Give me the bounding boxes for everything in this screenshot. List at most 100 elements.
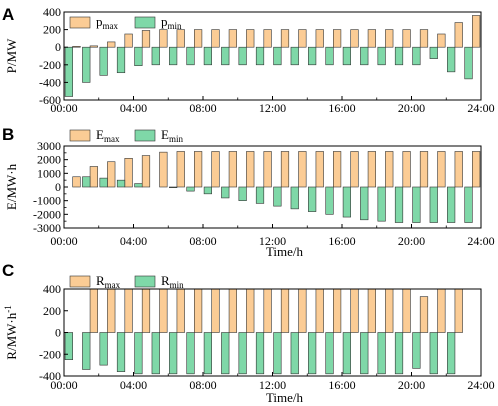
bar-min <box>203 332 212 375</box>
bar-min <box>134 183 143 188</box>
legend-swatch <box>69 275 91 288</box>
bar-min <box>412 332 421 369</box>
bar-max <box>454 151 463 188</box>
panel-letter: C <box>2 261 14 280</box>
bar-max <box>228 288 237 333</box>
bar-min <box>238 332 247 375</box>
bar-max <box>367 288 376 333</box>
x-tick-label: 16:00 <box>328 234 355 248</box>
bar-min <box>64 46 73 97</box>
legend-label-sub: max <box>103 21 119 31</box>
bar-max <box>454 22 463 48</box>
x-axis-label: Time/h <box>266 244 304 259</box>
legend-label: pmax <box>96 14 118 31</box>
y-axis-label: R/MW·h-1 <box>3 305 19 359</box>
bar-min <box>134 332 143 375</box>
bar-min <box>82 332 91 370</box>
legend-swatch <box>69 129 91 142</box>
bar-max <box>472 151 481 188</box>
bar-min <box>99 177 108 188</box>
bar-max <box>350 288 359 333</box>
x-tick-label: 24:00 <box>467 378 494 392</box>
bar-max <box>437 288 446 333</box>
bar-min <box>412 46 421 66</box>
bar-min <box>99 46 108 76</box>
bar-min <box>99 332 108 366</box>
bar-max <box>350 151 359 188</box>
y-tick-label: -1000 <box>33 194 61 208</box>
bar-min <box>394 332 404 375</box>
bar-max <box>402 151 411 188</box>
bar-min <box>82 176 91 188</box>
bar-max <box>333 288 342 333</box>
bar-max <box>350 29 359 48</box>
bar-max <box>107 288 116 333</box>
bar-min <box>151 332 160 375</box>
bar-max <box>263 288 272 333</box>
bar-min <box>116 332 126 372</box>
y-tick-label: -600 <box>39 93 61 107</box>
y-axis-label: E/MW·h <box>4 163 19 210</box>
bar-min <box>394 186 404 223</box>
legend-swatch <box>134 275 156 288</box>
bar-min <box>169 186 178 188</box>
bar-max <box>315 151 324 188</box>
bar-min <box>429 46 438 59</box>
bar-max <box>419 151 429 188</box>
x-tick-label: 00:00 <box>50 101 77 115</box>
bar-min <box>290 332 299 375</box>
bar-min <box>360 46 369 66</box>
bar-max <box>263 29 272 48</box>
legend-label-sub: min <box>168 21 183 31</box>
bar-max <box>159 29 168 48</box>
legend-swatch <box>134 16 156 29</box>
bar-max <box>402 288 411 333</box>
legend-label-sub: min <box>170 280 185 290</box>
bar-min <box>342 46 351 66</box>
bar-min <box>377 332 386 375</box>
bar-min <box>464 186 473 223</box>
bar-max <box>315 288 324 333</box>
x-tick-label: 04:00 <box>120 378 147 392</box>
bar-min <box>203 46 212 66</box>
bar-min <box>255 332 265 375</box>
legend-label-sub: max <box>104 134 120 144</box>
bar-min <box>360 186 369 221</box>
bar-min <box>412 186 421 223</box>
bar-max <box>385 29 394 48</box>
bar-max <box>107 161 116 188</box>
bar-max <box>437 33 446 48</box>
y-axis-label: P/MW <box>4 38 19 73</box>
bar-min <box>447 46 456 73</box>
bar-min <box>377 46 386 66</box>
legend: pmax pmin <box>69 14 183 31</box>
bar-min <box>308 186 317 212</box>
bar-max <box>89 166 98 188</box>
bar-max <box>72 46 81 48</box>
bar-max <box>124 288 133 333</box>
x-tick-label: 08:00 <box>189 378 216 392</box>
bar-min <box>221 332 230 375</box>
bar-min <box>325 332 334 375</box>
x-tick-label: 08:00 <box>189 101 216 115</box>
x-tick-label: 04:00 <box>120 101 147 115</box>
bar-max <box>246 151 255 188</box>
bar-max <box>280 151 290 188</box>
bar-max <box>454 288 463 333</box>
x-tick-label: 20:00 <box>398 378 425 392</box>
bar-min <box>151 46 160 66</box>
x-tick-label: 12:00 <box>259 234 286 248</box>
bar-min <box>273 46 282 66</box>
bar-max <box>228 29 237 48</box>
x-tick-label: 12:00 <box>259 378 286 392</box>
bar-max <box>194 29 203 48</box>
y-tick-label: 2000 <box>37 153 61 167</box>
x-tick-label: 20:00 <box>398 234 425 248</box>
y-tick-label: 400 <box>43 5 61 19</box>
bar-max <box>246 29 255 48</box>
legend-swatch <box>69 16 91 29</box>
bar-min <box>447 332 456 375</box>
bar-min <box>186 186 195 192</box>
